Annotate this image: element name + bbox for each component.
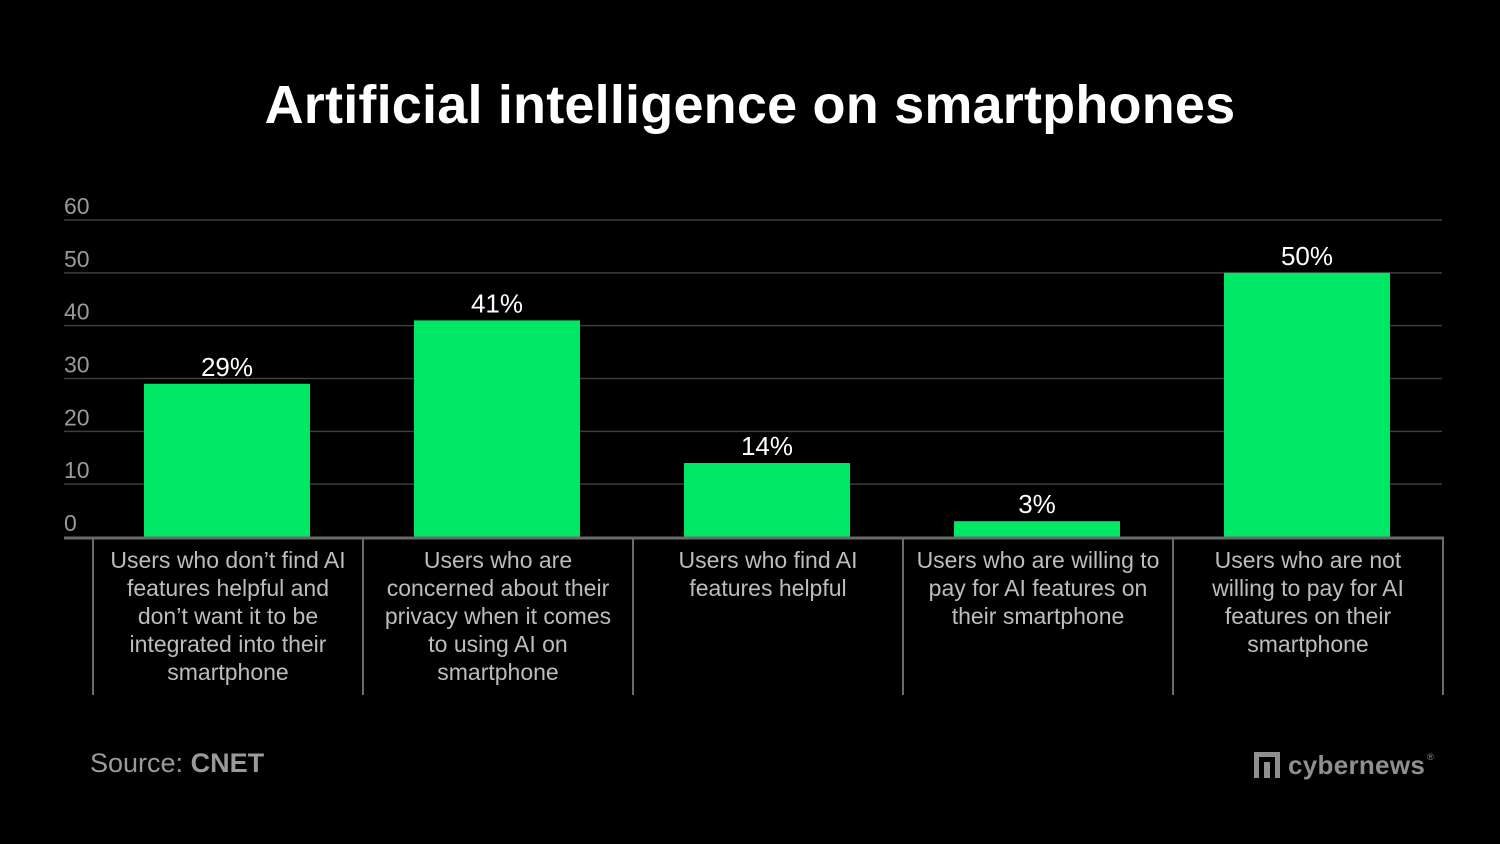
data-label-3: 14% xyxy=(741,431,793,461)
y-tick-label: 20 xyxy=(64,404,90,430)
data-label-1: 29% xyxy=(201,352,253,382)
y-tick-label: 40 xyxy=(64,299,90,325)
category-label-3: Users who find AI features helpful xyxy=(679,547,858,601)
brand-registered-mark: ® xyxy=(1427,752,1434,762)
brand-name: cybernews xyxy=(1288,749,1426,780)
bar-4 xyxy=(954,521,1120,537)
y-tick-label: 60 xyxy=(64,193,90,219)
data-label-4: 3% xyxy=(1018,489,1056,519)
bars xyxy=(144,272,1390,537)
category-label-5: Users who are not willing to pay for AI fe… xyxy=(1211,547,1404,657)
y-tick-label: 50 xyxy=(64,246,90,272)
y-tick-label: 30 xyxy=(64,352,90,378)
data-label-5: 50% xyxy=(1281,241,1333,271)
y-axis-ticks: 0 10 20 30 40 50 60 xyxy=(64,193,90,536)
cybernews-logo-icon xyxy=(1254,752,1280,778)
bar-2 xyxy=(414,320,580,537)
bar-5 xyxy=(1224,272,1390,537)
source-note: Source: CNET xyxy=(90,748,264,779)
y-tick-label: 10 xyxy=(64,457,90,483)
data-labels: 29% 41% 14% 3% 50% xyxy=(201,241,1333,519)
y-tick-label: 0 xyxy=(64,510,77,536)
x-axis-categories: Users who don’t find AI features helpful … xyxy=(64,536,1444,695)
source-prefix: Source: xyxy=(90,748,184,778)
category-label-4: Users who are willing to pay for AI featu… xyxy=(917,547,1160,629)
brand-logo: cybernews ® xyxy=(1254,750,1434,780)
category-label-1: Users who don’t find AI features helpful … xyxy=(110,547,345,685)
bar-1 xyxy=(144,383,310,537)
source-name: CNET xyxy=(190,748,265,778)
category-label-2: Users who are concerned about their privac… xyxy=(385,547,611,685)
data-label-2: 41% xyxy=(471,288,523,318)
chart-title: Artificial intelligence on smartphones xyxy=(264,75,1236,135)
bar-3 xyxy=(684,463,850,537)
